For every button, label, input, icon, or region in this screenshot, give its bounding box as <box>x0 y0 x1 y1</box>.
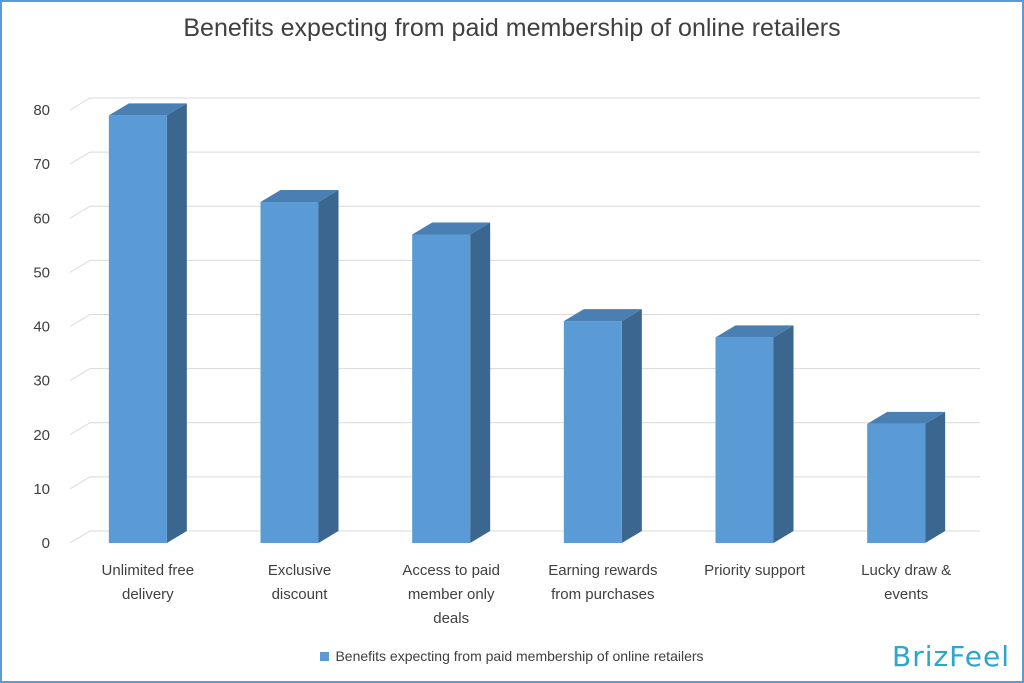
gridline <box>69 422 980 436</box>
y-tick-label: 20 <box>33 427 50 444</box>
bar-top <box>412 222 491 235</box>
y-tick-label: 10 <box>33 481 50 498</box>
y-tick-label: 40 <box>33 319 50 336</box>
x-tick-label: events <box>884 586 928 603</box>
bar-top <box>715 325 794 338</box>
bar <box>867 423 926 543</box>
bar <box>412 234 471 544</box>
gridline <box>69 530 980 544</box>
x-tick-label: Lucky draw & <box>861 562 951 579</box>
x-tick-label: Priority support <box>704 562 806 579</box>
y-tick-label: 50 <box>33 264 50 281</box>
y-tick-label: 30 <box>33 373 50 390</box>
x-tick-label: Access to paid <box>402 562 500 579</box>
y-tick-label: 70 <box>33 156 50 173</box>
bar <box>563 321 622 543</box>
brand-logo: BrizFeel <box>891 640 1010 673</box>
x-tick-label: discount <box>272 586 329 603</box>
x-tick-label: member only <box>408 586 495 603</box>
bar <box>260 202 319 543</box>
gridline <box>69 259 980 273</box>
legend-label: Benefits expecting from paid membership … <box>335 648 704 664</box>
bar-side <box>773 325 794 543</box>
x-tick-label: Exclusive <box>268 562 331 579</box>
gridline <box>69 151 980 165</box>
gridline <box>69 314 980 327</box>
bar-top <box>563 309 642 322</box>
gridline <box>69 476 980 490</box>
gridline <box>69 205 980 219</box>
y-tick-label: 60 <box>33 210 50 227</box>
legend-swatch <box>320 651 330 661</box>
chart-title: Benefits expecting from paid membership … <box>183 14 841 42</box>
bar-top <box>867 411 946 424</box>
gridline <box>69 368 980 382</box>
bar <box>715 337 774 543</box>
legend: Benefits expecting from paid membership … <box>0 648 1024 664</box>
bar-side <box>621 309 642 543</box>
x-tick-label: Unlimited free <box>102 562 195 579</box>
bar-side <box>470 222 491 544</box>
bar-top <box>260 190 339 203</box>
bar-side <box>318 190 339 543</box>
bar-side <box>166 103 187 543</box>
x-tick-label: from purchases <box>551 586 654 603</box>
x-tick-label: delivery <box>122 586 174 603</box>
bar <box>108 115 167 543</box>
y-tick-label: 0 <box>42 535 50 552</box>
x-tick-label: deals <box>433 610 469 627</box>
y-tick-label: 80 <box>33 102 50 119</box>
gridline <box>69 97 980 111</box>
bar-side <box>925 411 946 543</box>
x-tick-label: Earning rewards <box>548 562 657 579</box>
bar-top <box>108 103 187 116</box>
